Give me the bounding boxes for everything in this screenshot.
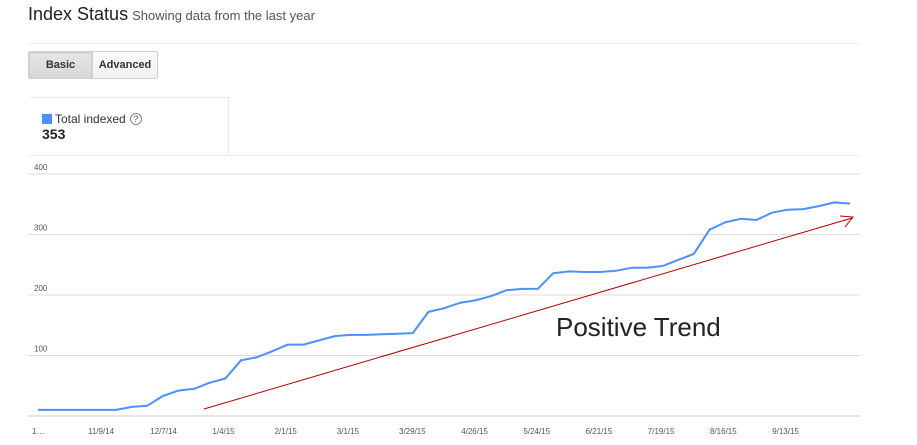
x-tick-label: 1/4/15 (212, 427, 235, 436)
total-indexed-card: Total indexed ? 353 (28, 97, 229, 155)
trend-arrow-head-icon (839, 215, 854, 228)
page-subtitle: Showing data from the last year (132, 8, 315, 23)
x-tick-label: 9/13/15 (772, 427, 799, 436)
x-tick-label: 5/24/15 (523, 427, 550, 436)
x-tick-label: 6/21/15 (586, 427, 613, 436)
x-tick-label: 3/1/15 (337, 427, 360, 436)
metric-label-row: Total indexed ? (42, 112, 142, 126)
page-title: Index Status (28, 4, 129, 24)
help-circle-icon[interactable]: ? (129, 113, 142, 125)
x-tick-label: 2/1/15 (275, 427, 298, 436)
metric-value: 353 (42, 126, 66, 142)
y-tick-label: 100 (34, 345, 48, 354)
trend-arrow-icon (203, 217, 853, 410)
trend-annotation: Positive Trend (556, 312, 721, 342)
index-status-chart: 100 200 300 400 1… 11/9/14 12/7/14 1/4/15 2/1/15… (28, 163, 860, 436)
x-tick-label: 3/29/15 (399, 427, 426, 436)
metric-label: Total indexed (55, 112, 126, 126)
x-tick-label: 4/26/15 (461, 427, 488, 436)
x-tick-label: 11/9/14 (88, 427, 115, 436)
chart-divider (28, 155, 860, 156)
y-tick-label: 300 (34, 224, 48, 233)
x-tick-label: 8/16/15 (710, 427, 737, 436)
basic-tab[interactable]: Basic (29, 52, 93, 78)
view-toggle: Basic Advanced (28, 51, 158, 79)
y-tick-label: 200 (34, 284, 48, 293)
advanced-tab[interactable]: Advanced (93, 52, 157, 78)
page-header: Index Status Showing data from the last … (28, 4, 315, 28)
series-color-swatch (42, 114, 52, 124)
x-tick-label: 1… (32, 427, 44, 436)
x-tick-label: 7/19/15 (648, 427, 675, 436)
y-tick-label: 400 (34, 163, 48, 172)
total-indexed-line (38, 201, 851, 411)
header-divider (28, 43, 860, 44)
x-tick-label: 12/7/14 (150, 427, 177, 436)
